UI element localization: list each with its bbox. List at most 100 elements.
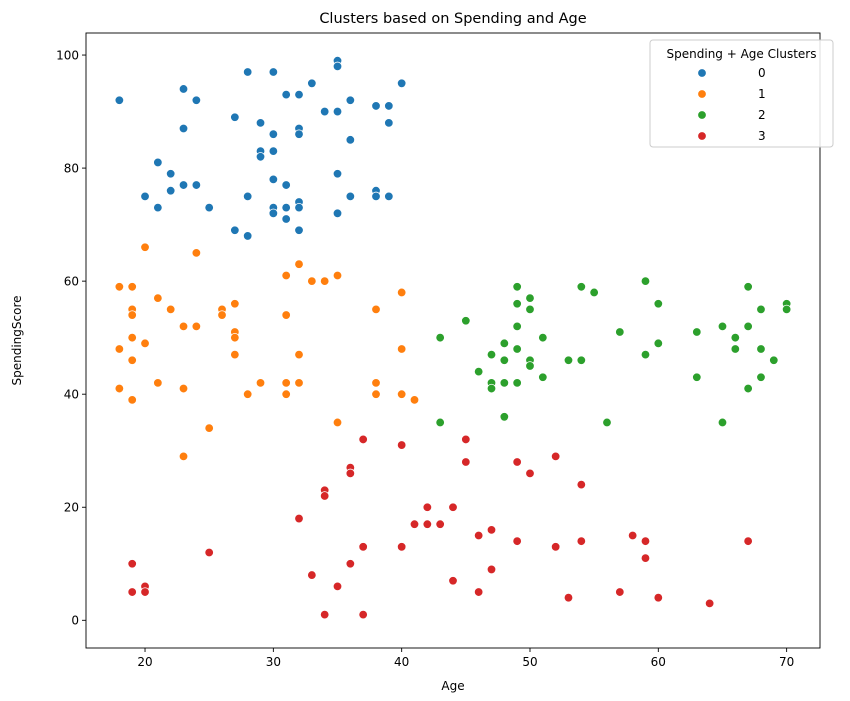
point-cluster-3 <box>704 598 715 609</box>
point-cluster-0 <box>191 180 202 190</box>
x-tick-label: 40 <box>394 655 409 669</box>
point-cluster-1 <box>281 378 291 388</box>
point-cluster-0 <box>319 106 330 117</box>
point-cluster-3 <box>422 519 433 529</box>
point-cluster-1 <box>114 383 125 394</box>
x-tick-label: 50 <box>522 655 537 669</box>
point-cluster-1 <box>396 344 407 354</box>
point-cluster-2 <box>435 332 445 343</box>
point-cluster-2 <box>730 332 741 343</box>
point-cluster-0 <box>332 169 343 179</box>
point-cluster-3 <box>640 553 651 563</box>
point-cluster-2 <box>499 378 510 388</box>
point-cluster-2 <box>640 276 651 286</box>
point-cluster-2 <box>499 412 510 422</box>
y-tick-label: 80 <box>64 161 79 175</box>
point-cluster-2 <box>576 355 587 365</box>
legend-title: Spending + Age Clusters <box>667 47 817 61</box>
legend-label-cluster-0: 0 <box>758 66 766 80</box>
point-cluster-3 <box>512 536 522 546</box>
legend: Spending + Age Clusters 0 1 2 3 <box>649 39 834 148</box>
point-cluster-1 <box>114 282 125 292</box>
point-cluster-3 <box>512 457 522 467</box>
point-cluster-3 <box>486 564 497 575</box>
point-cluster-1 <box>396 389 407 399</box>
point-cluster-1 <box>230 332 240 343</box>
point-cluster-3 <box>576 479 587 490</box>
x-axis-label: Age <box>441 679 464 693</box>
point-cluster-2 <box>576 282 587 292</box>
point-cluster-3 <box>461 457 471 467</box>
point-cluster-3 <box>140 587 150 597</box>
point-cluster-3 <box>473 587 484 597</box>
point-cluster-2 <box>756 304 766 315</box>
point-cluster-2 <box>781 304 792 315</box>
point-cluster-0 <box>268 174 279 185</box>
point-cluster-3 <box>358 434 368 445</box>
x-tick-label: 30 <box>266 655 281 669</box>
point-cluster-1 <box>281 389 291 399</box>
point-cluster-0 <box>230 112 240 122</box>
point-cluster-3 <box>332 581 343 592</box>
y-axis: 0 20 40 60 80 100 <box>56 48 86 628</box>
point-cluster-3 <box>345 559 356 569</box>
point-cluster-1 <box>281 270 291 281</box>
point-cluster-3 <box>448 502 458 512</box>
point-cluster-3 <box>576 536 587 546</box>
point-cluster-0 <box>153 157 163 168</box>
legend-label-cluster-2: 2 <box>758 108 766 122</box>
point-cluster-0 <box>268 208 279 219</box>
point-cluster-3 <box>396 440 407 450</box>
point-cluster-3 <box>473 530 484 541</box>
point-cluster-0 <box>242 191 253 202</box>
point-cluster-2 <box>512 282 522 292</box>
point-cluster-3 <box>409 519 420 529</box>
point-cluster-0 <box>178 123 189 134</box>
point-cluster-0 <box>165 186 176 196</box>
point-cluster-3 <box>448 576 458 586</box>
point-cluster-0 <box>384 101 394 111</box>
point-cluster-1 <box>140 242 150 252</box>
point-cluster-3 <box>486 525 497 535</box>
point-cluster-0 <box>281 180 291 190</box>
point-cluster-0 <box>204 202 214 213</box>
point-cluster-1 <box>409 395 420 405</box>
point-cluster-1 <box>153 293 163 303</box>
point-cluster-2 <box>756 372 766 382</box>
point-cluster-3 <box>550 451 561 462</box>
point-cluster-3 <box>127 559 137 569</box>
point-cluster-1 <box>127 310 137 320</box>
point-cluster-0 <box>332 106 343 117</box>
point-cluster-0 <box>332 61 343 72</box>
point-cluster-2 <box>692 372 702 382</box>
point-cluster-0 <box>384 191 394 202</box>
point-cluster-3 <box>294 513 304 524</box>
point-cluster-1 <box>371 304 381 315</box>
point-cluster-1 <box>242 389 253 399</box>
point-cluster-0 <box>268 129 279 139</box>
point-cluster-1 <box>230 349 240 360</box>
point-cluster-3 <box>653 592 664 603</box>
point-cluster-0 <box>242 231 253 241</box>
point-cluster-1 <box>281 310 291 320</box>
point-cluster-1 <box>191 321 202 332</box>
point-cluster-1 <box>307 276 317 286</box>
point-cluster-2 <box>435 417 445 428</box>
point-cluster-1 <box>294 349 304 360</box>
point-cluster-2 <box>589 287 599 298</box>
point-cluster-2 <box>692 327 702 337</box>
point-cluster-0 <box>371 191 381 202</box>
point-cluster-1 <box>127 355 137 365</box>
point-cluster-0 <box>294 225 304 235</box>
point-cluster-2 <box>743 321 753 332</box>
point-cluster-0 <box>345 95 356 105</box>
point-cluster-0 <box>165 169 176 179</box>
point-cluster-3 <box>461 434 471 445</box>
point-cluster-0 <box>268 146 279 156</box>
legend-label-cluster-3: 3 <box>758 129 766 143</box>
point-cluster-2 <box>461 316 471 326</box>
point-cluster-3 <box>307 570 317 580</box>
point-cluster-3 <box>396 542 407 552</box>
point-cluster-3 <box>743 536 753 546</box>
point-cluster-1 <box>255 378 266 388</box>
